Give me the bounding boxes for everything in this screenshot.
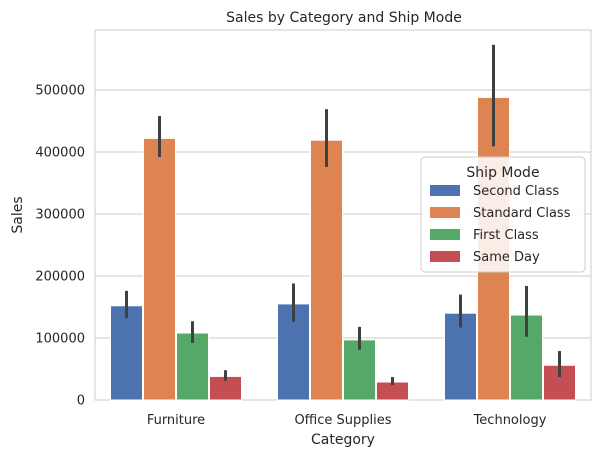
x-axis-label: Category [311,432,375,448]
legend-swatch [430,251,460,262]
bar [143,137,176,401]
legend: Ship Mode Second Class Standard Class Firs… [420,156,586,273]
legend-label: Same Day [473,250,540,265]
legend-swatch [430,229,460,240]
y-axis-label: Sales [10,196,26,233]
bar [110,305,143,401]
chart-title: Sales by Category and Ship Mode [226,10,462,26]
x-tick-label: Office Supplies [294,413,391,428]
y-tick-label: 0 [77,394,85,409]
bar [444,312,477,401]
legend-swatch [430,185,460,196]
bar [176,332,209,401]
legend-swatch [430,207,460,218]
legend-label: Standard Class [473,206,571,221]
x-tick-label: Technology [473,413,547,428]
legend-box [420,156,586,273]
y-tick-label: 300000 [35,208,85,223]
legend-label: First Class [473,228,539,243]
legend-title: Ship Mode [466,165,539,181]
bar [343,339,376,401]
bar [310,139,343,401]
y-axis-ticks: 0 100000 200000 300000 400000 500000 [35,84,85,409]
x-tick-label: Furniture [147,413,205,428]
y-tick-label: 200000 [35,270,85,285]
y-tick-label: 400000 [35,146,85,161]
y-tick-label: 100000 [35,332,85,347]
legend-items: Second Class Standard Class First Class Sam… [430,184,571,265]
y-tick-label: 500000 [35,84,85,99]
x-axis-ticks: Furniture Office Supplies Technology [147,413,547,428]
error-bars-group [125,44,561,386]
legend-label: Second Class [473,184,559,199]
